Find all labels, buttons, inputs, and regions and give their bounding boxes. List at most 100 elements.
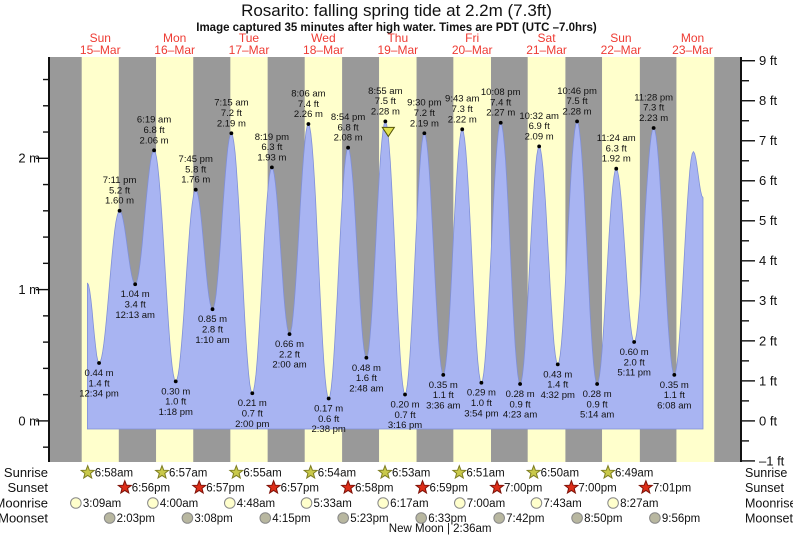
sunrise-time: 6:58am (95, 468, 133, 480)
left-axis-tick (43, 78, 50, 81)
tide-high: 10:46 pm7.5 ft2.28 m (557, 86, 597, 124)
tide-extreme-label-line: 0.17 m (314, 403, 343, 414)
left-axis (48, 57, 50, 462)
moonset-icon (415, 512, 428, 524)
moonrise-row-label-right: Moonrise (745, 497, 793, 511)
tide-low: 0.21 m0.7 ft2:00 pm (235, 391, 270, 430)
moonset-entry: 7:42pm (493, 512, 545, 525)
sunset-row-label-left: Sunset (8, 480, 49, 495)
right-axis-tick (742, 260, 755, 262)
tide-low: 0.43 m1.4 ft4:32 pm (541, 362, 575, 401)
tide-high: 10:08 pm7.4 ft2.27 m (481, 87, 521, 125)
tide-extreme-label-line: 6.8 ft (144, 125, 165, 136)
moonset-time: 8:50pm (584, 513, 622, 525)
day-weekday: Mon (163, 31, 186, 45)
right-axis-tick-label: 4 ft (759, 253, 777, 268)
current-time-marker (381, 126, 396, 138)
tide-extreme-label-line: 0.60 m (620, 347, 649, 358)
sunset-icon (414, 479, 431, 495)
sunset-time: 7:01pm (653, 483, 691, 495)
sunrise-entry: 6:51am (451, 464, 505, 480)
tide-high: 6:19 am6.8 ft2.06 m (137, 115, 171, 153)
tide-extreme-label-line: 7:15 am (214, 98, 248, 109)
sunset-entry: 7:01pm (638, 479, 691, 495)
tide-extreme-label-line: 6:08 am (657, 400, 691, 411)
tide-extreme-label-line: 1:10 am (195, 335, 229, 346)
tide-extreme-label-line: 1.04 m (121, 289, 150, 300)
moonset-row-label-left: Moonset (0, 511, 48, 526)
tide-extreme-label-line: 4:23 am (503, 410, 537, 421)
tide-extreme-dot (498, 120, 503, 125)
day-weekday: Tue (239, 31, 260, 45)
right-axis-tick (742, 320, 749, 322)
tide-high: 10:32 am6.9 ft2.09 m (519, 111, 559, 149)
tide-extreme-label-line: 0.28 m (506, 389, 535, 400)
right-axis-tick-label: 9 ft (759, 53, 777, 68)
moonrise-entry: 8:27am (607, 497, 658, 510)
tide-high: 7:15 am7.2 ft2.19 m (214, 98, 249, 136)
right-axis-tick (742, 200, 749, 202)
right-axis-tick (742, 460, 755, 462)
sunset-entry: 6:59pm (414, 479, 468, 495)
tide-extreme-label-line: 0.29 m (467, 388, 496, 399)
tide-extreme-label-line: 8:55 am (368, 86, 402, 97)
tide-low: 0.60 m2.0 ft5:11 pm (617, 340, 651, 379)
tide-extreme-label-line: 9:43 am (445, 94, 479, 105)
left-axis-tick (43, 367, 50, 370)
right-axis-tick (742, 420, 755, 422)
tide-extreme-label-line: 0.43 m (543, 369, 572, 380)
right-axis-tick (742, 80, 749, 82)
moonset-entry: 2:03pm (103, 512, 155, 525)
tide-extreme-dot (173, 379, 178, 384)
right-axis-tick (742, 380, 755, 382)
sunrise-icon (79, 464, 96, 480)
sunrise-icon (228, 464, 245, 480)
sunrise-time: 6:54am (318, 468, 356, 480)
moonset-icon (649, 512, 661, 524)
tide-extreme-dot (117, 208, 122, 213)
sunset-icon (191, 479, 208, 495)
tide-extreme-label-line: 6.9 ft (529, 121, 550, 132)
moonset-row-label-right: Moonset (745, 512, 793, 526)
right-axis (740, 57, 742, 462)
tide-extreme-dot (403, 392, 407, 397)
tide-extreme-label-line: 1.4 ft (547, 380, 568, 391)
day-weekday: Sun (610, 31, 631, 45)
tide-extreme-label-line: 0.30 m (161, 386, 190, 397)
sunrise-icon (154, 464, 170, 480)
tide-extreme-label-line: 2.0 ft (624, 357, 645, 368)
right-axis-tick (742, 120, 749, 122)
tide-high: 8:06 am7.4 ft2.26 m (291, 88, 326, 126)
tide-extreme-label-line: 0.85 m (198, 314, 227, 325)
tide-extreme-label-line: 1.76 m (181, 175, 210, 186)
sunrise-entry: 6:53am (377, 464, 430, 480)
moonrise-entry: 6:17am (377, 497, 429, 510)
sunset-time: 6:57pm (206, 483, 244, 495)
sunset-icon (265, 479, 282, 495)
tide-extreme-dot (595, 382, 600, 386)
tide-extreme-label-line: 0.9 ft (510, 399, 531, 410)
tide-extreme-label-line: 0.21 m (238, 398, 267, 409)
right-axis-tick-label: 8 ft (759, 93, 777, 108)
tide-extreme-label-line: 0.35 m (429, 380, 458, 391)
left-axis-tick (43, 446, 50, 448)
tide-extreme-label-line: 1:18 pm (159, 407, 193, 418)
tide-extreme-label-line: 1.93 m (257, 152, 286, 163)
tide-low: 0.30 m1.0 ft1:18 pm (159, 379, 193, 418)
sunrise-entry: 6:50am (525, 464, 579, 480)
left-axis-tick (43, 131, 50, 133)
moonset-time: 2:03pm (117, 513, 155, 525)
tide-extreme-label-line: 2.8 ft (202, 324, 223, 335)
tide-extreme-label-line: 1.1 ft (433, 390, 454, 401)
sunrise-icon (302, 464, 319, 480)
tide-extreme-label-line: 5.8 ft (185, 164, 206, 175)
tide-extreme-dot (269, 165, 274, 170)
moonrise-time: 6:17am (390, 498, 428, 510)
moonrise-time: 7:00am (467, 498, 505, 510)
left-axis-tick-label: 1 m (18, 282, 40, 297)
tide-extreme-dot (326, 396, 331, 401)
day-weekday: Thu (387, 31, 408, 45)
day-date: 15–Mar (80, 43, 121, 57)
